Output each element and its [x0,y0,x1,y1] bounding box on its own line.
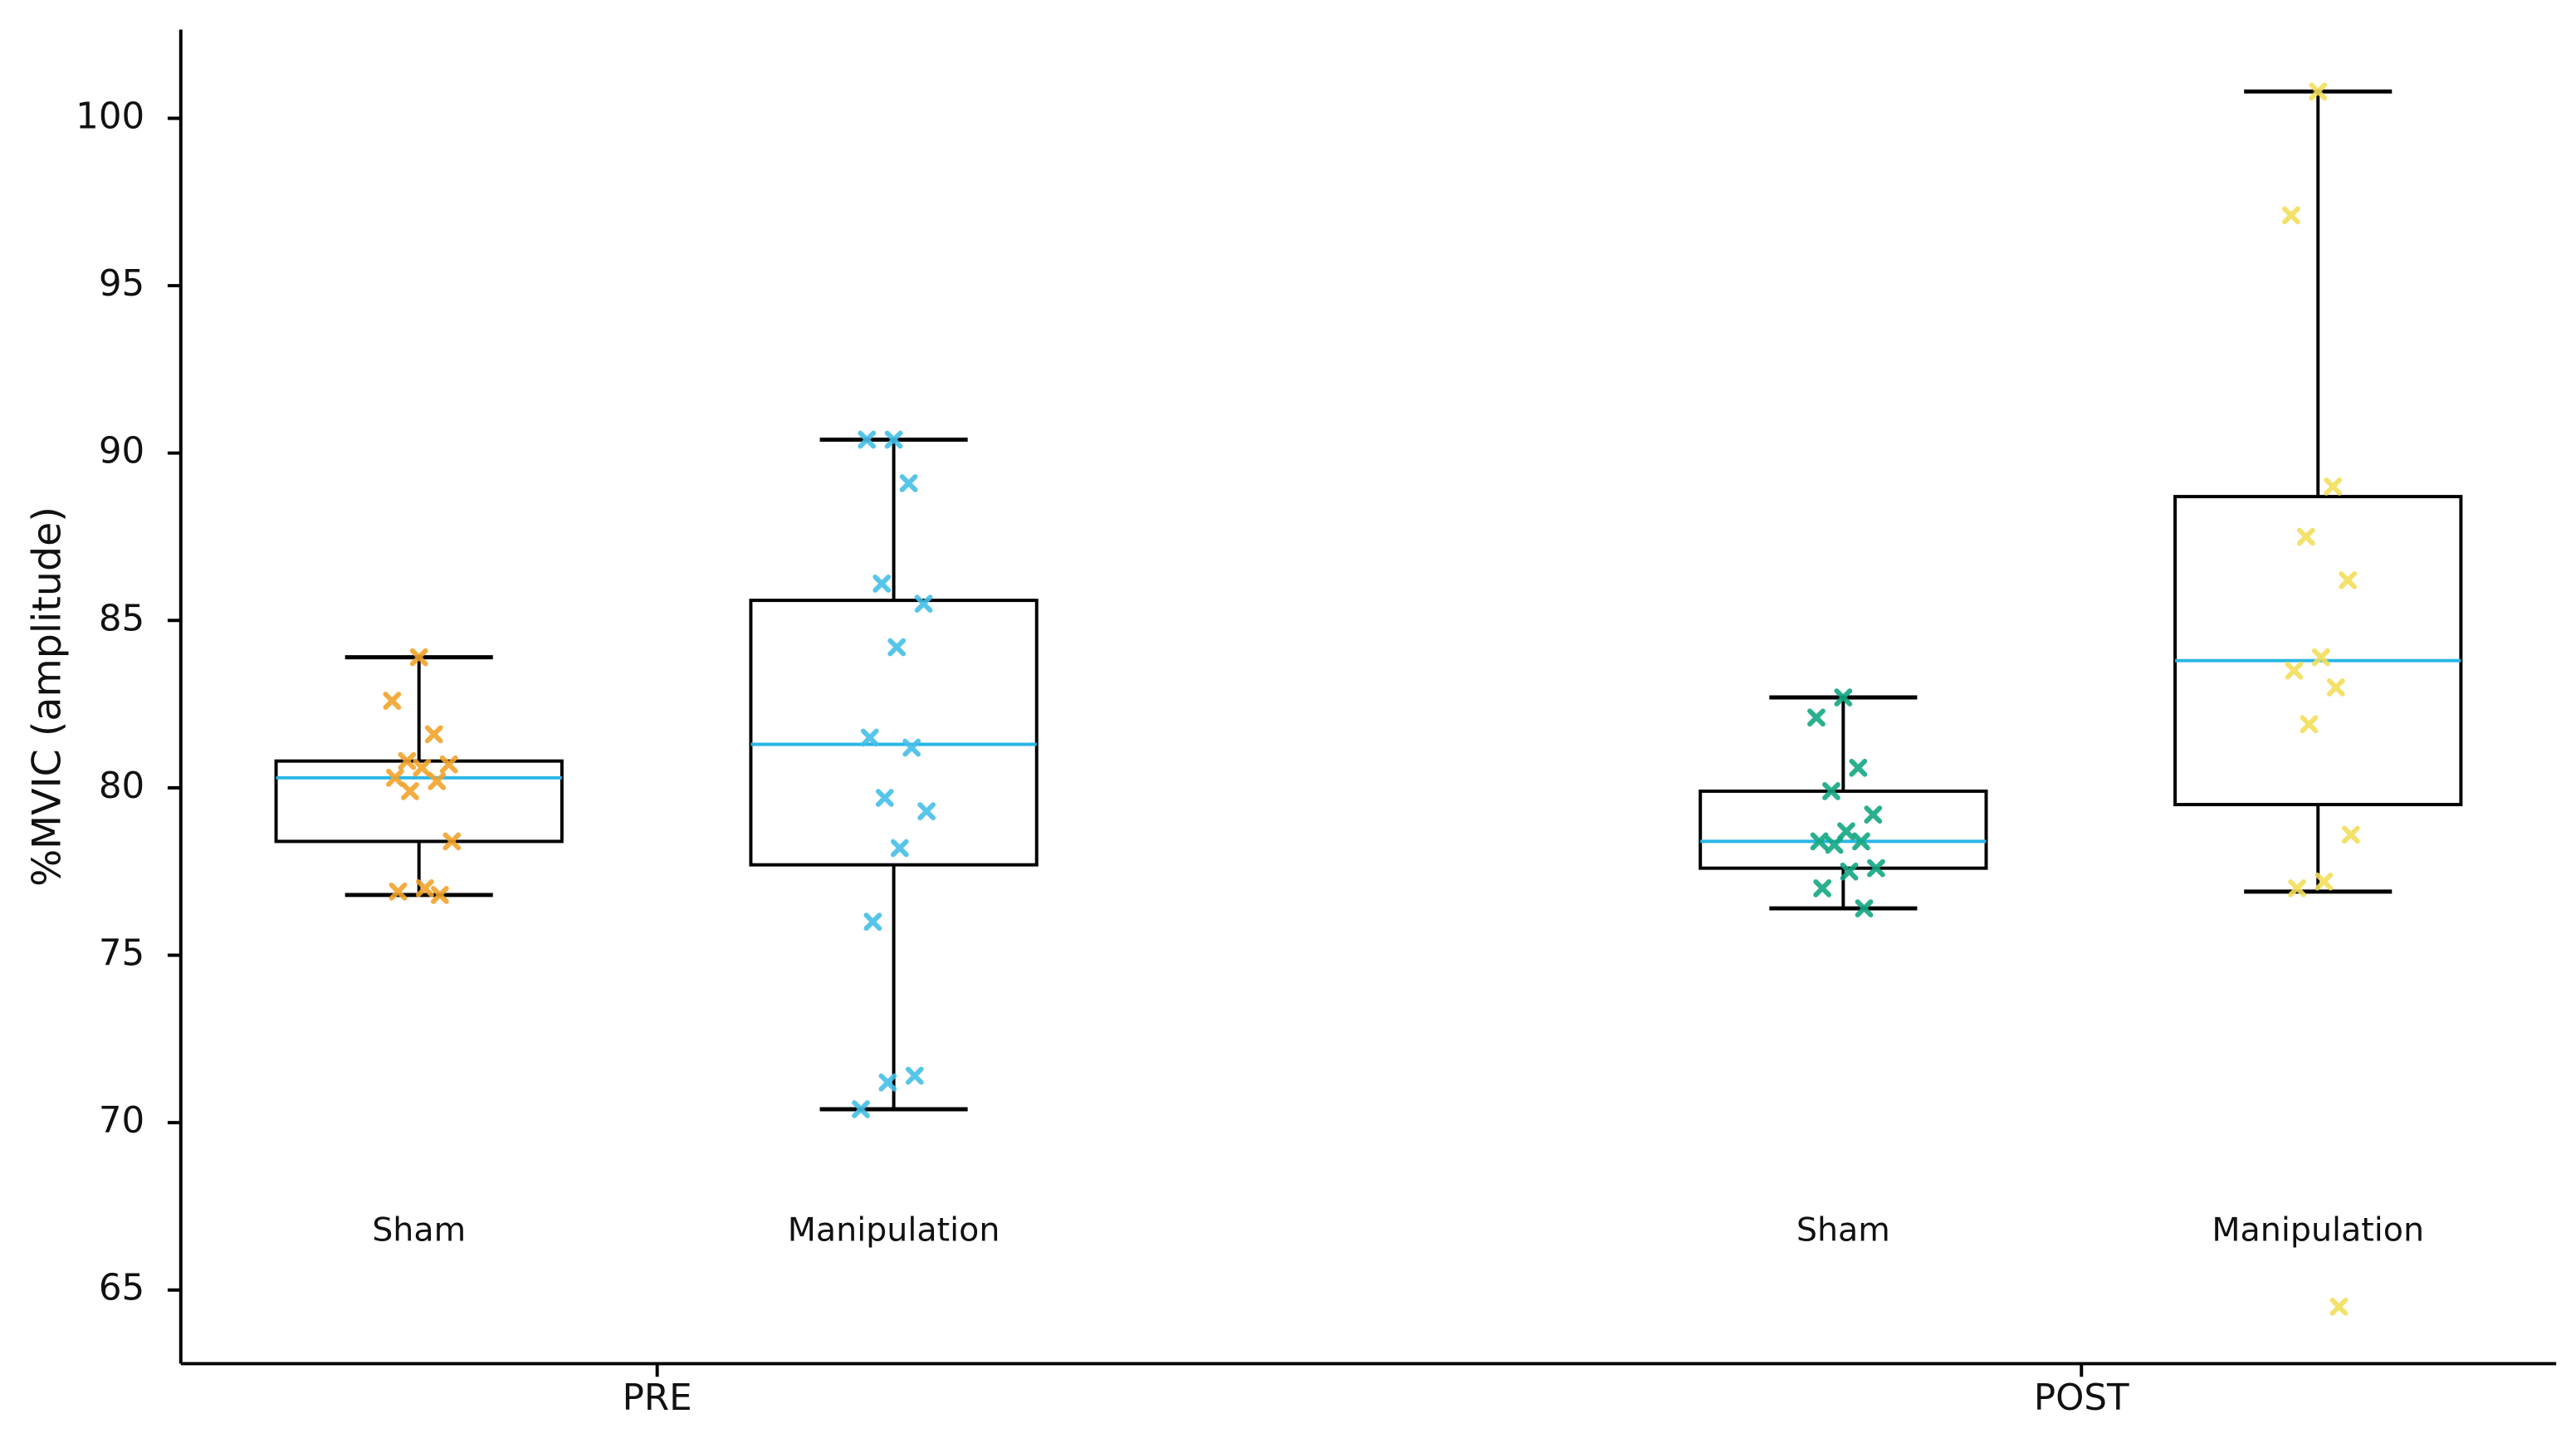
data-point [2314,872,2334,891]
data-point [1852,832,1870,851]
data-point [890,839,909,858]
data-point [875,789,894,807]
data-point [902,738,921,757]
data-point [1822,782,1840,800]
data-point [413,758,432,777]
data-point [2285,661,2304,680]
data-point [1825,835,1844,854]
data-point [878,1073,897,1092]
box-label: Sham [372,1211,466,1250]
data-point [2324,477,2343,496]
data-point [899,474,918,492]
data-point [887,638,907,657]
y-tick-label: 75 [99,933,144,975]
data-point [1867,858,1885,878]
data-point [439,755,458,774]
data-point [914,594,933,614]
data-point [2296,527,2315,546]
data-point [428,771,447,790]
box [274,759,564,844]
data-point [398,751,417,770]
data-point [401,782,419,800]
data-point [409,648,428,667]
box [749,599,1039,867]
data-point [1813,878,1832,898]
data-point [2281,206,2300,225]
data-point [389,883,408,901]
data-point [383,692,402,710]
y-tick-label: 90 [99,431,144,472]
data-point [1810,832,1829,851]
data-point [858,430,877,449]
data-point [1837,822,1855,841]
y-tick-label: 100 [76,95,144,137]
data-point [917,802,936,821]
y-tick-label: 80 [99,766,144,807]
box-label: Manipulation [788,1211,1000,1250]
data-point [884,430,903,449]
data-point [2300,715,2319,734]
x-tick-label: PRE [623,1377,692,1419]
data-point [2339,571,2358,589]
x-tick-label: POST [2034,1377,2129,1419]
data-point [2326,678,2345,697]
y-tick-label: 70 [99,1100,144,1142]
data-point [2309,82,2328,101]
data-point [2288,878,2306,898]
data-point [860,728,879,747]
y-tick-label: 85 [99,598,144,639]
y-tick-label: 65 [99,1268,144,1309]
data-point [2341,825,2360,844]
data-point [863,912,882,932]
box-label: Manipulation [2212,1211,2424,1250]
data-point [852,1100,870,1118]
data-point [1849,758,1868,777]
y-axis-label: %MVIC (amplitude) [24,506,70,887]
data-point [1840,862,1859,881]
box-label: Sham [1796,1211,1890,1250]
y-tick-label: 95 [99,263,144,305]
data-point [873,575,892,593]
data-point [2311,648,2330,667]
data-point [905,1066,924,1085]
data-point [1855,899,1874,917]
data-point [442,832,462,851]
data-point [416,878,434,898]
data-point [431,886,449,904]
data-point [1807,708,1826,727]
data-point [1834,688,1853,707]
data-point [424,725,443,744]
data-point [386,768,404,787]
box [2173,495,2463,807]
data-point [2329,1297,2349,1316]
data-point [1864,805,1883,824]
